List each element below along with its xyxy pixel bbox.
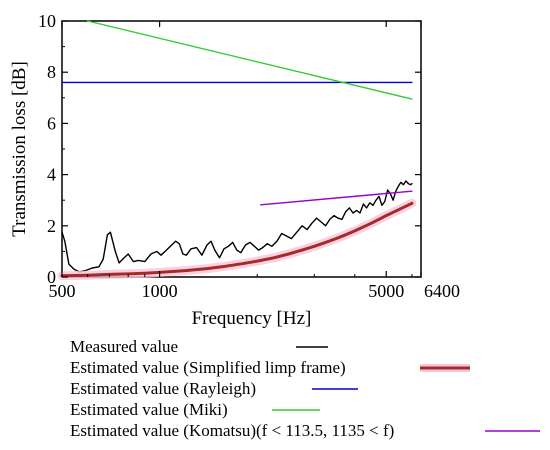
y-tick-label: 8: [47, 62, 56, 82]
x-ticks: 500 1000 5000 6400: [49, 21, 460, 301]
series-line-estimated-value-komatsu-f-113-5-1135-f: [260, 190, 413, 206]
series-line-measured-value: [61, 180, 413, 273]
x-tick-label: 500: [49, 281, 76, 301]
legend-label: Estimated value (Rayleigh): [70, 379, 256, 398]
x-axis-title: Frequency [Hz]: [192, 308, 312, 329]
y-tick-label: 0: [47, 267, 56, 287]
x-tick-label: 6400: [424, 281, 460, 301]
y-tick-label: 4: [47, 165, 56, 185]
plot-area: [61, 20, 422, 278]
series-layer: [57, 20, 417, 281]
y-tick-label: 10: [38, 11, 56, 31]
legend: Measured value Estimated value (Simplifie…: [70, 337, 540, 440]
series-line-estimated-value-miki: [86, 20, 413, 100]
y-ticks: 0 2 4 6 8 10: [38, 11, 421, 287]
series-line-estimated-value-simplified-limp-frame: [60, 201, 414, 278]
x-tick-label: 5000: [368, 281, 404, 301]
y-axis-title: Transmission loss [dB]: [9, 61, 30, 237]
y-tick-label: 6: [47, 113, 56, 133]
legend-label: Estimated value (Simplified limp frame): [70, 358, 346, 377]
x-tick-label: 1000: [142, 281, 178, 301]
y-tick-label: 2: [47, 216, 56, 236]
legend-label: Estimated value (Miki): [70, 400, 228, 419]
plot-frame: [61, 20, 422, 278]
legend-label: Estimated value (Komatsu)(f < 113.5, 113…: [70, 421, 394, 440]
legend-label: Measured value: [70, 337, 178, 356]
